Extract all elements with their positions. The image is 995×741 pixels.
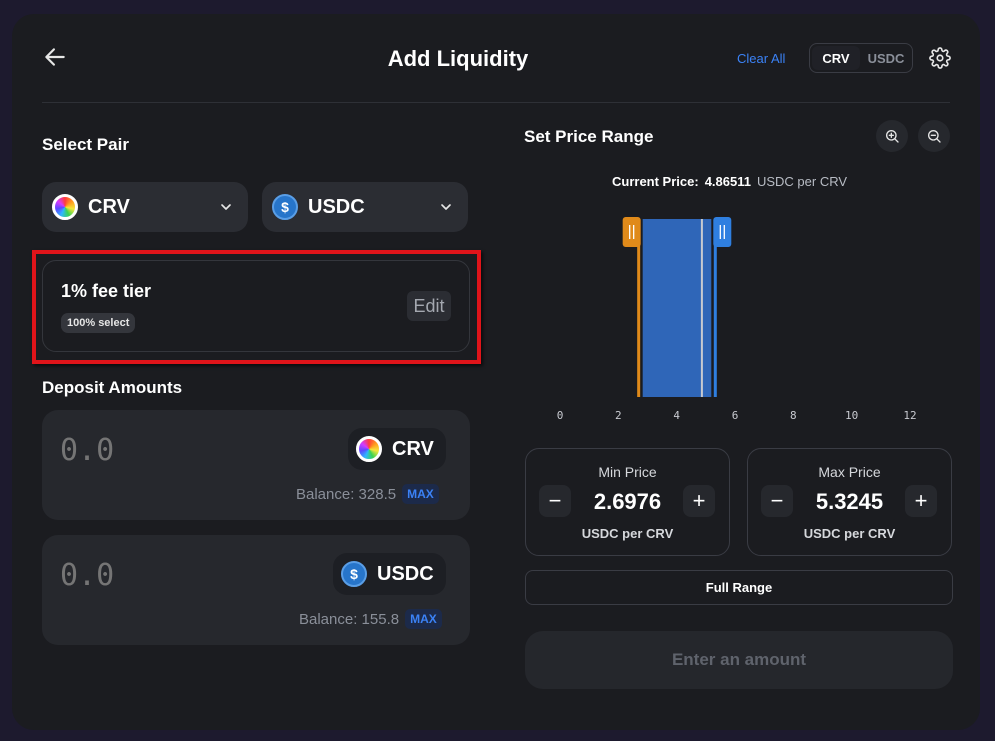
axis-tick-label: 6	[732, 409, 739, 422]
price-range-chart: 0 2 4 6 8 10 12	[557, 217, 917, 422]
min-price-value[interactable]: 2.6976	[593, 489, 662, 514]
min-price-decrement-button[interactable]: −	[539, 485, 571, 517]
set-price-range-label: Set Price Range	[524, 127, 654, 146]
axis-tick-label: 0	[557, 409, 564, 422]
min-price-box: Min Price − 2.6976 + USDC per CRV	[525, 448, 730, 556]
crv-max-button[interactable]: MAX	[402, 484, 439, 504]
full-range-button[interactable]: Full Range	[525, 570, 953, 605]
fee-tier-title: 1% fee tier	[61, 281, 152, 301]
max-price-handle[interactable]	[713, 217, 732, 247]
chevron-down-icon	[221, 204, 231, 210]
min-price-handle[interactable]	[622, 217, 641, 247]
usdc-balance-text: Balance: 155.8	[299, 610, 400, 628]
base-token-toggle: CRV USDC	[809, 43, 913, 73]
deposit-amounts-label: Deposit Amounts	[42, 378, 183, 397]
token-b-name: USDC	[308, 195, 365, 218]
edit-fee-button[interactable]: Edit	[407, 291, 451, 321]
max-price-value[interactable]: 5.3245	[815, 489, 884, 514]
usdc-max-button[interactable]: MAX	[405, 609, 442, 629]
crv-token-chip: CRV	[348, 428, 446, 470]
current-price-unit: USDC per CRV	[756, 174, 848, 189]
usdc-token-label: USDC	[377, 562, 434, 585]
usdc-token-chip: $ USDC	[333, 553, 446, 595]
current-price-readout: Current Price: 4.86511 USDC per CRV	[612, 174, 847, 189]
crv-token-icon	[356, 436, 382, 462]
page-title: Add Liquidity	[387, 46, 529, 71]
header-divider	[42, 102, 950, 103]
enter-amount-button[interactable]: Enter an amount	[525, 631, 953, 689]
min-price-label: Min Price	[598, 464, 657, 480]
select-pair-label: Select Pair	[42, 135, 129, 154]
crv-token-label: CRV	[392, 437, 434, 460]
usdc-token-icon: $	[272, 194, 298, 220]
crv-balance: Balance: 328.5 MAX	[296, 484, 439, 504]
max-price-unit: USDC per CRV	[803, 526, 896, 541]
toggle-crv[interactable]: CRV	[812, 46, 860, 70]
token-a-select[interactable]: CRV	[42, 182, 248, 232]
clear-all-button[interactable]: Clear All	[737, 51, 786, 66]
fee-tier-box: 1% fee tier 100% select Edit	[42, 260, 470, 352]
min-price-unit: USDC per CRV	[581, 526, 674, 541]
axis-tick-label: 10	[845, 409, 858, 422]
token-a-name: CRV	[88, 195, 130, 218]
usdc-balance: Balance: 155.8 MAX	[299, 609, 442, 629]
crv-amount-input[interactable]	[60, 430, 260, 470]
axis-tick-label: 8	[790, 409, 797, 422]
deposit-crv-box: CRV Balance: 328.5 MAX	[42, 410, 470, 520]
fee-select-badge: 100% select	[61, 313, 136, 333]
zoom-out-icon[interactable]	[918, 120, 950, 152]
crv-token-icon	[52, 194, 78, 220]
crv-balance-text: Balance: 328.5	[296, 485, 397, 503]
current-price-value: 4.86511	[704, 174, 751, 189]
zoom-in-icon[interactable]	[876, 120, 908, 152]
back-arrow-icon[interactable]	[42, 44, 68, 70]
max-price-increment-button[interactable]: +	[905, 485, 937, 517]
max-price-box: Max Price − 5.3245 + USDC per CRV	[747, 448, 952, 556]
deposit-usdc-box: $ USDC Balance: 155.8 MAX	[42, 535, 470, 645]
max-price-label: Max Price	[818, 464, 881, 480]
chevron-down-icon	[441, 204, 451, 210]
usdc-amount-input[interactable]	[60, 555, 260, 595]
token-b-select[interactable]: $ USDC	[262, 182, 468, 232]
axis-tick-label: 4	[673, 409, 680, 422]
add-liquidity-card: Add Liquidity Clear All CRV USDC Select …	[12, 14, 980, 730]
selected-range-fill	[642, 219, 712, 397]
min-price-increment-button[interactable]: +	[683, 485, 715, 517]
axis-tick-label: 12	[903, 409, 916, 422]
max-price-decrement-button[interactable]: −	[761, 485, 793, 517]
gear-icon[interactable]	[929, 47, 951, 69]
fee-tier-highlight	[32, 250, 481, 364]
toggle-usdc[interactable]: USDC	[867, 50, 905, 66]
axis-tick-label: 2	[615, 409, 622, 422]
current-price-label: Current Price:	[612, 174, 699, 189]
usdc-token-icon: $	[341, 561, 367, 587]
